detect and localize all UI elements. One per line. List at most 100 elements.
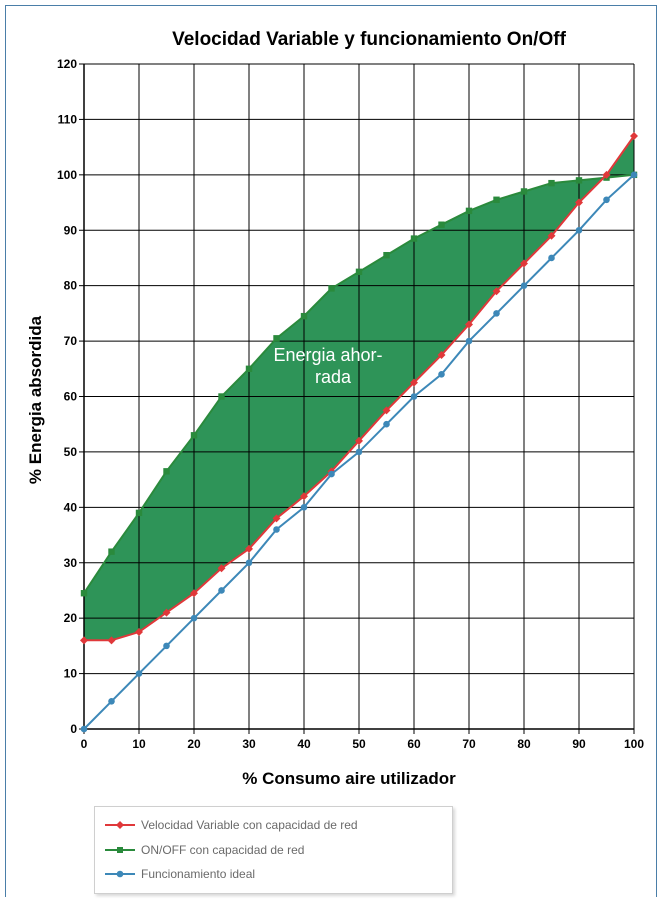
data-point — [80, 725, 88, 733]
legend-marker-square-icon — [105, 847, 135, 853]
x-tick-label: 50 — [352, 737, 366, 751]
data-point — [272, 514, 281, 523]
y-tick-label: 40 — [64, 500, 78, 514]
data-point — [492, 287, 501, 296]
data-point — [355, 436, 363, 445]
data-point — [493, 310, 500, 317]
data-point — [465, 320, 473, 329]
legend-item-on-off: ON/OFF con capacidad de red — [105, 840, 304, 860]
data-point — [245, 559, 253, 567]
y-tick-label: 0 — [70, 722, 77, 736]
data-point — [438, 371, 445, 378]
data-point — [602, 170, 611, 179]
data-point — [328, 285, 335, 292]
x-axis-title: % Consumo aire utilizador — [242, 769, 456, 788]
data-point — [108, 548, 115, 555]
data-point — [190, 614, 198, 622]
data-point — [328, 470, 335, 478]
x-tick-label: 20 — [187, 737, 201, 751]
legend: Velocidad Variable con capacidad de red … — [94, 806, 453, 894]
axes: 0 10 20 30 40 50 60 70 80 90 100 0 10 20 30 40 50 60 70 80 9… — [57, 57, 644, 751]
x-tick-label: 30 — [242, 737, 256, 751]
x-tick-label: 70 — [462, 737, 476, 751]
data-point — [575, 198, 583, 207]
data-point — [162, 608, 171, 617]
series-diamond — [80, 132, 638, 645]
data-point — [80, 636, 88, 645]
legend-marker-circle-icon — [105, 870, 135, 878]
data-point — [135, 628, 143, 637]
data-point — [437, 350, 446, 359]
annotation-line-2: rada — [315, 367, 352, 387]
data-point — [273, 335, 280, 342]
y-tick-label: 10 — [64, 667, 78, 681]
data-point — [382, 406, 391, 415]
data-point — [548, 254, 555, 262]
x-tick-label: 60 — [407, 737, 421, 751]
data-point — [273, 526, 280, 533]
data-point — [465, 207, 473, 215]
legend-label: Funcionamiento ideal — [141, 867, 256, 881]
data-point — [520, 259, 528, 268]
legend-item-ideal: Funcionamiento ideal — [105, 864, 255, 884]
data-point — [245, 365, 253, 372]
data-point — [163, 642, 170, 650]
data-point — [410, 235, 418, 242]
grid — [83, 63, 635, 730]
data-point — [465, 337, 473, 345]
data-point — [135, 509, 143, 517]
legend-marker-diamond-icon — [105, 821, 135, 829]
data-point — [355, 268, 363, 276]
data-point — [108, 697, 115, 705]
annotation-line-1: Energia ahor- — [273, 345, 382, 365]
data-point — [575, 226, 583, 234]
y-tick-label: 60 — [64, 390, 78, 404]
data-point — [300, 492, 308, 501]
data-point — [438, 221, 445, 228]
x-tick-label: 40 — [297, 737, 311, 751]
legend-label: Velocidad Variable con capacidad de red — [141, 818, 358, 832]
data-point — [603, 196, 610, 204]
y-tick-label: 80 — [64, 279, 78, 293]
data-point — [218, 587, 225, 594]
data-point — [300, 504, 308, 511]
data-point — [190, 589, 198, 598]
chart-frame: Velocidad Variable y funcionamiento On/O… — [5, 5, 657, 897]
data-point — [107, 636, 116, 645]
series-circle — [80, 171, 638, 733]
chart-title: Velocidad Variable y funcionamiento On/O… — [172, 29, 566, 50]
y-axis-title: % Energia absordida — [26, 315, 45, 484]
y-tick-label: 110 — [58, 112, 78, 126]
x-tick-label: 100 — [624, 737, 644, 751]
data-point — [245, 544, 253, 553]
x-tick-label: 90 — [572, 737, 586, 751]
x-tick-label: 10 — [132, 737, 146, 751]
x-tick-label: 80 — [517, 737, 531, 751]
data-point — [493, 196, 500, 203]
data-point — [630, 171, 638, 179]
data-point — [575, 177, 583, 184]
data-point — [520, 188, 528, 195]
y-tick-label: 30 — [64, 556, 78, 570]
data-point — [163, 468, 170, 475]
series-group — [80, 132, 638, 733]
data-point — [217, 564, 226, 573]
y-tick-label: 120 — [57, 57, 77, 71]
data-point — [410, 378, 418, 387]
y-tick-label: 90 — [64, 223, 78, 237]
data-point — [630, 132, 638, 141]
legend-item-variable-speed: Velocidad Variable con capacidad de red — [105, 815, 358, 835]
data-point — [548, 179, 555, 187]
y-tick-label: 20 — [64, 611, 78, 625]
data-point — [410, 393, 418, 400]
x-tick-label: 0 — [81, 737, 88, 751]
data-point — [300, 312, 308, 320]
data-point — [520, 282, 528, 289]
data-point — [80, 590, 88, 597]
data-point — [355, 448, 363, 456]
y-tick-label: 50 — [64, 445, 78, 459]
y-tick-label: 100 — [57, 168, 77, 182]
data-point — [190, 432, 198, 439]
y-tick-label: 70 — [64, 334, 78, 348]
chart-canvas: Velocidad Variable y funcionamiento On/O… — [26, 29, 644, 788]
